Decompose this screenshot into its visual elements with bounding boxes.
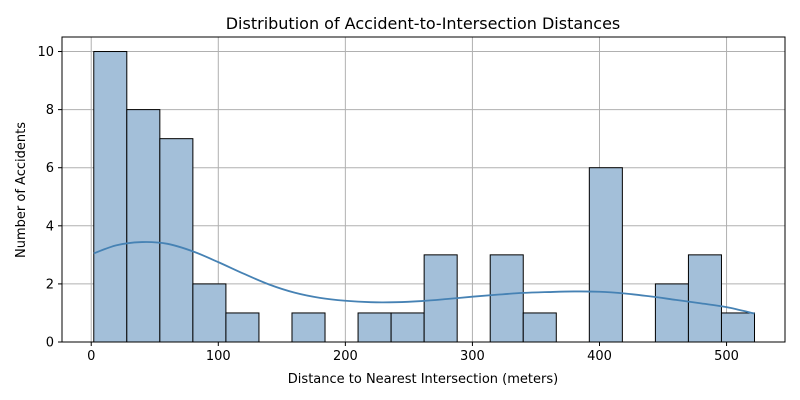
y-tick-label: 6 [46,161,54,176]
histogram-bar [588,167,623,343]
x-tick-label: 400 [587,349,612,364]
kde-curve-group [93,241,755,315]
histogram-bar [489,254,524,343]
histogram-bar [654,283,689,343]
x-tick-label: 0 [87,349,95,364]
histogram-bar [390,312,425,343]
y-tick-label: 8 [46,103,54,118]
x-tick-label: 100 [206,349,231,364]
y-tick-label: 2 [46,277,54,292]
y-tick-label: 4 [46,219,54,234]
histogram-bar [720,312,756,343]
histogram-bar [225,312,260,343]
chart-title: Distribution of Accident-to-Intersection… [226,14,621,33]
x-tick-label: 500 [714,349,739,364]
histogram-bar [159,138,194,343]
histogram-bar [357,312,392,343]
kde-curve [93,241,755,315]
histogram-bar [291,312,326,343]
y-tick-label: 10 [37,45,54,60]
x-tick-label: 200 [333,349,358,364]
y-tick-label: 0 [46,336,54,351]
histogram-bar [687,254,722,343]
histogram-bar [93,51,128,343]
x-axis-label: Distance to Nearest Intersection (meters… [288,372,558,387]
y-axis-ticks: 0 2 4 6 8 10 [37,45,62,351]
histogram-bar [126,109,161,343]
histogram-bars [93,51,756,343]
x-axis-ticks: 0 100 200 300 400 500 [87,342,739,364]
histogram-bar [192,283,227,343]
y-axis-label: Number of Accidents [14,122,29,258]
x-tick-label: 300 [460,349,485,364]
plot-area-frame [61,36,786,343]
histogram-bar [522,312,557,343]
